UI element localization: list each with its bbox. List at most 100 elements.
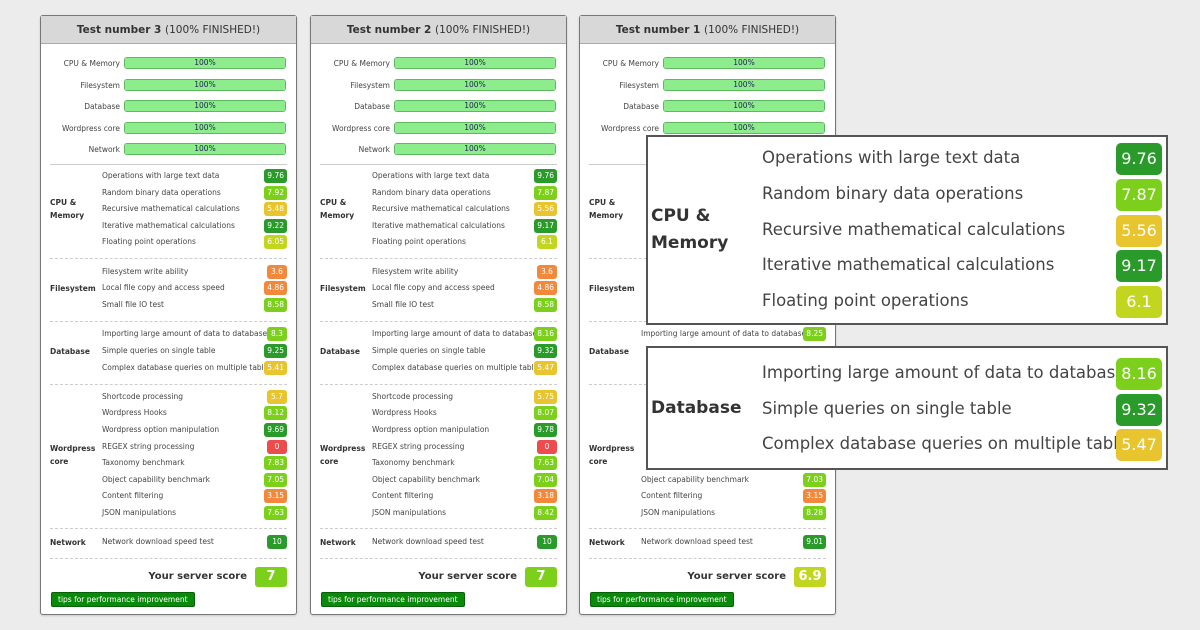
- test-row: Recursive mathematical calculations 5.56: [372, 202, 557, 216]
- test-row: Small file IO test 8.58: [372, 298, 557, 312]
- panel-status: (100% FINISHED!): [704, 24, 800, 36]
- test-label: Small file IO test: [372, 300, 434, 309]
- score-badge: 7.83: [264, 456, 287, 470]
- score-badge: 7.87: [534, 186, 557, 200]
- test-row: JSON manipulations 7.63: [102, 506, 287, 520]
- magnified-test-row: Recursive mathematical calculations 5.56: [762, 214, 1162, 247]
- panel-header: Test number 2 (100% FINISHED!): [311, 16, 566, 44]
- divider: [50, 528, 287, 529]
- group-label: Network: [50, 537, 86, 547]
- panel-header: Test number 1 (100% FINISHED!): [580, 16, 835, 44]
- divider: [50, 164, 287, 165]
- progress-row: Network 100%: [311, 143, 566, 157]
- progress-label: Network: [88, 145, 120, 154]
- progress-row: Wordpress core 100%: [311, 122, 566, 136]
- progress-row: Filesystem 100%: [41, 79, 296, 93]
- magnified-group-label: Database: [651, 398, 742, 418]
- magnified-score-badge: 5.56: [1116, 214, 1162, 247]
- divider: [50, 384, 287, 385]
- magnified-score-badge: 8.16: [1116, 358, 1162, 390]
- test-row: Object capability benchmark 7.05: [102, 473, 287, 487]
- tips-button[interactable]: tips for performance improvement: [590, 592, 734, 607]
- magnified-group-label: CPU & Memory: [651, 206, 729, 253]
- tips-button[interactable]: tips for performance improvement: [321, 592, 465, 607]
- progress-label: Wordpress core: [331, 124, 390, 133]
- test-row: Wordpress option manipulation 9.78: [372, 423, 557, 437]
- magnified-test-label: Complex database queries on multiple tab…: [762, 434, 1137, 453]
- test-label: Iterative mathematical calculations: [372, 221, 505, 230]
- test-row: Floating point operations 6.1: [372, 235, 557, 249]
- test-row: Wordpress Hooks 8.07: [372, 406, 557, 420]
- server-score-label: Your server score: [687, 571, 786, 582]
- test-label: Shortcode processing: [372, 392, 454, 401]
- test-label: REGEX string processing: [102, 442, 195, 451]
- progress-fill: 100%: [395, 144, 555, 154]
- test-label: Local file copy and access speed: [102, 283, 225, 292]
- score-badge: 9.01: [803, 535, 826, 549]
- test-row: Wordpress option manipulation 9.69: [102, 423, 287, 437]
- test-panel: Test number 3 (100% FINISHED!) CPU & Memo…: [40, 15, 297, 615]
- magnified-test-label: Floating point operations: [762, 291, 969, 311]
- test-label: Shortcode processing: [102, 392, 184, 401]
- progress-label: Network: [358, 145, 390, 154]
- score-badge: 5.56: [534, 202, 557, 216]
- test-label: Complex database queries on multiple tab…: [372, 363, 543, 372]
- test-row: JSON manipulations 8.42: [372, 506, 557, 520]
- test-label: Wordpress option manipulation: [372, 425, 490, 434]
- test-label: Local file copy and access speed: [372, 283, 495, 292]
- score-badge: 10: [267, 535, 287, 549]
- test-label: Content filtering: [372, 491, 434, 500]
- test-row: Network download speed test 10: [102, 535, 287, 549]
- test-label: Object capability benchmark: [102, 475, 210, 484]
- test-row: Content filtering 3.15: [102, 489, 287, 503]
- server-score-badge: 7: [255, 567, 287, 587]
- test-row: Importing large amount of data to databa…: [372, 327, 557, 341]
- progress-label: CPU & Memory: [63, 59, 120, 68]
- score-badge: 8.58: [534, 298, 557, 312]
- group-label: Database: [320, 346, 360, 356]
- progress-fill: 100%: [395, 80, 555, 90]
- test-row: Small file IO test 8.58: [102, 298, 287, 312]
- divider: [50, 258, 287, 259]
- group-label: CPU & Memory: [589, 198, 624, 220]
- divider: [589, 558, 826, 559]
- group-label: CPU & Memory: [50, 198, 85, 220]
- score-badge: 7.04: [534, 473, 557, 487]
- test-label: Complex database queries on multiple tab…: [102, 363, 273, 372]
- tips-button[interactable]: tips for performance improvement: [51, 592, 195, 607]
- progress-bar: 100%: [394, 143, 556, 155]
- score-badge: 9.32: [534, 344, 557, 358]
- test-row: Shortcode processing 5.7: [102, 390, 287, 404]
- test-row: Importing large amount of data to databa…: [641, 327, 826, 341]
- magnified-test-label: Simple queries on single table: [762, 398, 1012, 418]
- test-label: Random binary data operations: [102, 188, 221, 197]
- score-badge: 5.41: [264, 361, 287, 375]
- score-badge: 6.05: [264, 235, 287, 249]
- test-label: Taxonomy benchmark: [372, 458, 455, 467]
- group-label: Database: [589, 346, 629, 356]
- server-score-label: Your server score: [418, 571, 517, 582]
- progress-fill: 100%: [664, 80, 824, 90]
- progress-label: Filesystem: [619, 81, 659, 90]
- test-row: Simple queries on single table 9.32: [372, 344, 557, 358]
- score-badge: 7.05: [264, 473, 287, 487]
- progress-row: Wordpress core 100%: [580, 122, 835, 136]
- test-row: Taxonomy benchmark 7.83: [102, 456, 287, 470]
- progress-bar: 100%: [394, 79, 556, 91]
- score-badge: 3.15: [264, 489, 287, 503]
- test-row: Content filtering 3.18: [372, 489, 557, 503]
- test-label: REGEX string processing: [372, 442, 465, 451]
- score-badge: 3.6: [537, 265, 557, 279]
- magnified-test-label: Iterative mathematical calculations: [762, 255, 1055, 275]
- test-label: Network download speed test: [641, 537, 753, 546]
- progress-row: Filesystem 100%: [580, 79, 835, 93]
- test-row: Content filtering 3.15: [641, 489, 826, 503]
- group-label: Wordpress core: [320, 444, 366, 466]
- divider: [320, 164, 557, 165]
- progress-bar: 100%: [124, 143, 286, 155]
- panel-status: (100% FINISHED!): [435, 24, 531, 36]
- test-row: Filesystem write ability 3.6: [102, 265, 287, 279]
- magnified-view: CPU & Memory Operations with large text d…: [646, 135, 1168, 325]
- magnified-test-row: Simple queries on single table 9.32: [762, 393, 1162, 426]
- progress-bar: 100%: [663, 57, 825, 69]
